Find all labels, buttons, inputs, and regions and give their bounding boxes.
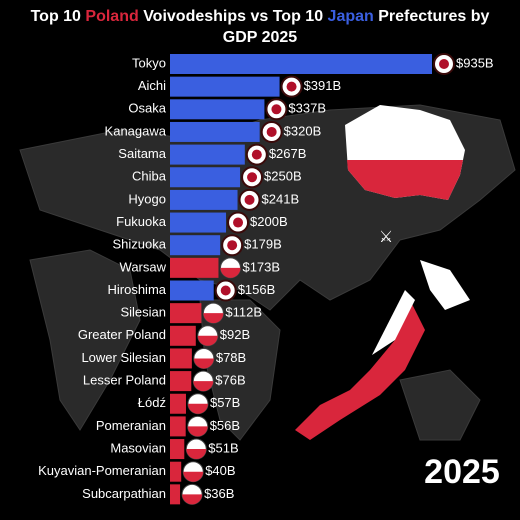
flag-dot: [244, 194, 255, 205]
value-label: $36B: [204, 486, 234, 501]
flag-dot: [233, 217, 244, 228]
flag-dot: [286, 81, 297, 92]
bar: [170, 461, 182, 482]
year-annotation: 2025: [424, 453, 500, 491]
value-label: $320B: [284, 123, 322, 138]
flag-red: [220, 267, 241, 278]
value-label: $112B: [225, 305, 262, 320]
category-label: Subcarpathian: [82, 486, 166, 501]
title-segment: GDP 2025: [223, 29, 298, 46]
category-label: Silesian: [120, 305, 166, 320]
flag-dot: [247, 172, 258, 183]
category-label: Lower Silesian: [81, 350, 166, 365]
value-label: $200B: [250, 214, 288, 229]
bar: [170, 76, 280, 97]
bar: [170, 189, 238, 210]
flag-red: [186, 449, 207, 460]
flag-red: [197, 335, 218, 346]
value-label: $935B: [456, 55, 494, 70]
flag-red: [193, 381, 214, 392]
value-label: $51B: [208, 440, 238, 455]
flag-dot: [439, 59, 449, 69]
title-segment: Voivodeships vs Top 10: [139, 8, 328, 25]
category-label: Hiroshima: [107, 282, 166, 297]
value-label: $250B: [264, 169, 302, 184]
value-label: $92B: [220, 327, 250, 342]
flag-dot: [220, 285, 231, 296]
title-segment: Japan: [328, 8, 374, 25]
bar: [170, 54, 432, 74]
value-label: $57B: [210, 395, 240, 410]
category-label: Pomeranian: [96, 418, 166, 433]
bar: [170, 121, 260, 142]
category-label: Greater Poland: [78, 327, 166, 342]
value-label: $267B: [269, 146, 307, 161]
flag-red: [193, 358, 214, 369]
flag-red: [187, 426, 208, 437]
category-label: Saitama: [118, 146, 166, 161]
flag-red: [203, 313, 224, 324]
bar: [170, 99, 265, 120]
category-label: Kanagawa: [105, 123, 167, 138]
value-label: $40B: [205, 463, 235, 478]
bar: [170, 235, 221, 256]
value-label: $76B: [215, 373, 245, 388]
flag-dot: [266, 126, 277, 137]
category-label: Fukuoka: [116, 214, 167, 229]
chart-title: Top 10 Poland Voivodeships vs Top 10 Jap…: [31, 8, 490, 25]
flag-red: [183, 471, 204, 482]
flag-red: [187, 403, 208, 414]
title-segment: Poland: [85, 8, 138, 25]
bar: [170, 303, 202, 324]
value-label: $391B: [304, 78, 342, 93]
flag-dot: [227, 240, 238, 251]
bar: [170, 325, 196, 346]
japan-shape: [295, 260, 470, 440]
title-segment: Prefectures by: [374, 8, 490, 25]
bar: [170, 348, 192, 369]
bar: [170, 484, 181, 505]
value-label: $78B: [216, 350, 246, 365]
category-label: Kuyavian-Pomeranian: [38, 463, 166, 478]
poland-shape: [345, 105, 465, 200]
flag-dot: [251, 149, 262, 160]
vs-mark: ⚔: [379, 229, 393, 246]
category-label: Chiba: [132, 169, 167, 184]
category-label: Tokyo: [132, 55, 166, 70]
title-segment: Top 10: [31, 8, 86, 25]
value-label: $179B: [244, 237, 282, 252]
bar: [170, 439, 185, 460]
bar: [170, 280, 214, 301]
bar: [170, 371, 192, 392]
bar: [170, 257, 219, 278]
value-label: $241B: [262, 191, 300, 206]
value-label: $173B: [242, 259, 280, 274]
category-label: Masovian: [110, 440, 166, 455]
value-label: $56B: [210, 418, 240, 433]
bar: [170, 212, 227, 233]
flag-red: [182, 494, 203, 505]
bar: [170, 167, 241, 188]
chart-title: GDP 2025: [223, 29, 298, 46]
category-label: Lesser Poland: [83, 373, 166, 388]
bar: [170, 144, 245, 165]
category-label: Aichi: [138, 78, 166, 93]
category-label: Warsaw: [120, 259, 167, 274]
flag-dot: [271, 104, 282, 115]
category-label: Łódź: [138, 395, 166, 410]
value-label: $156B: [238, 282, 276, 297]
category-label: Shizuoka: [113, 237, 167, 252]
bar: [170, 393, 186, 414]
category-label: Osaka: [128, 101, 166, 116]
bar: [170, 416, 186, 437]
category-label: Hyogo: [128, 191, 166, 206]
value-label: $337B: [288, 101, 326, 116]
